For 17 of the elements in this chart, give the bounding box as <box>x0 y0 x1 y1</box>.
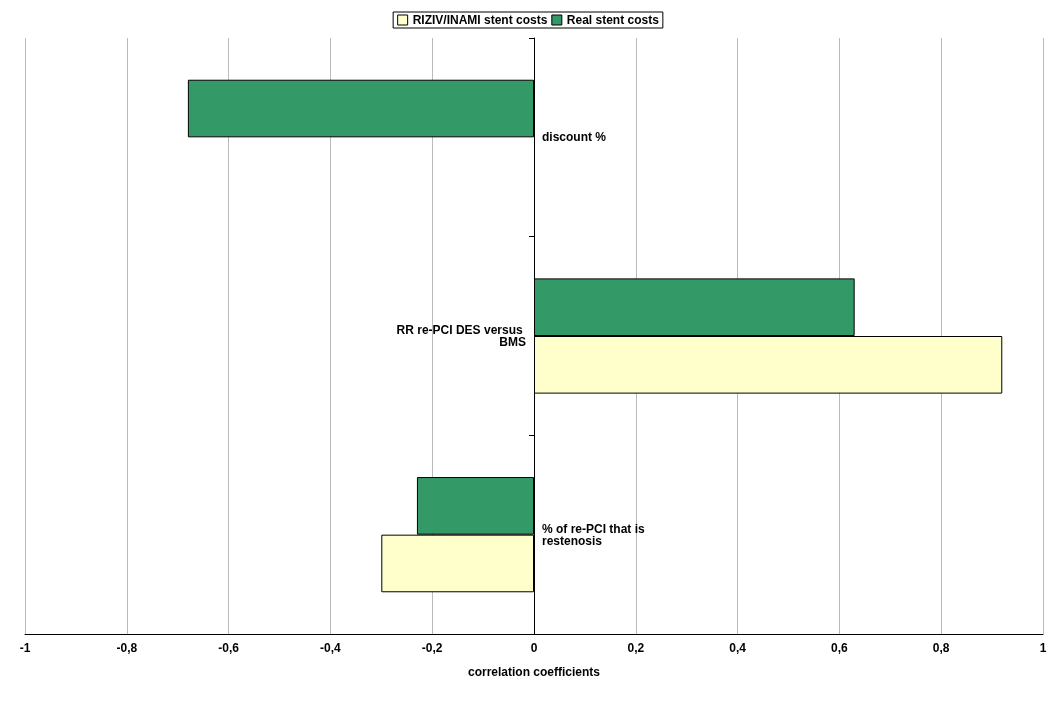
x-tick-label: 0 <box>530 641 538 655</box>
x-tick-label: 0,6 <box>831 641 849 655</box>
x-axis-title: correlation coefficients <box>467 665 601 679</box>
legend-label: RIZIV/INAMI stent costs <box>412 13 548 27</box>
y-tick-label: RR re-PCI DES versus BMS <box>396 323 526 349</box>
y-tick-label: discount % <box>542 130 607 145</box>
x-tick-label: 0,8 <box>932 641 950 655</box>
x-tick-label: 0,2 <box>627 641 645 655</box>
x-tick-label: 1 <box>1039 641 1047 655</box>
legend-label: Real stent costs <box>566 13 660 27</box>
y-tick-label: % of re-PCI that is restenosis <box>542 521 649 548</box>
x-tick-label: -0,6 <box>218 641 240 655</box>
x-tick-label: -0,4 <box>320 641 342 655</box>
x-tick-label: -0,8 <box>116 641 138 655</box>
x-tick-label: -0,2 <box>421 641 443 655</box>
x-tick-label: 0,4 <box>729 641 747 655</box>
x-tick-label: -1 <box>19 641 31 655</box>
